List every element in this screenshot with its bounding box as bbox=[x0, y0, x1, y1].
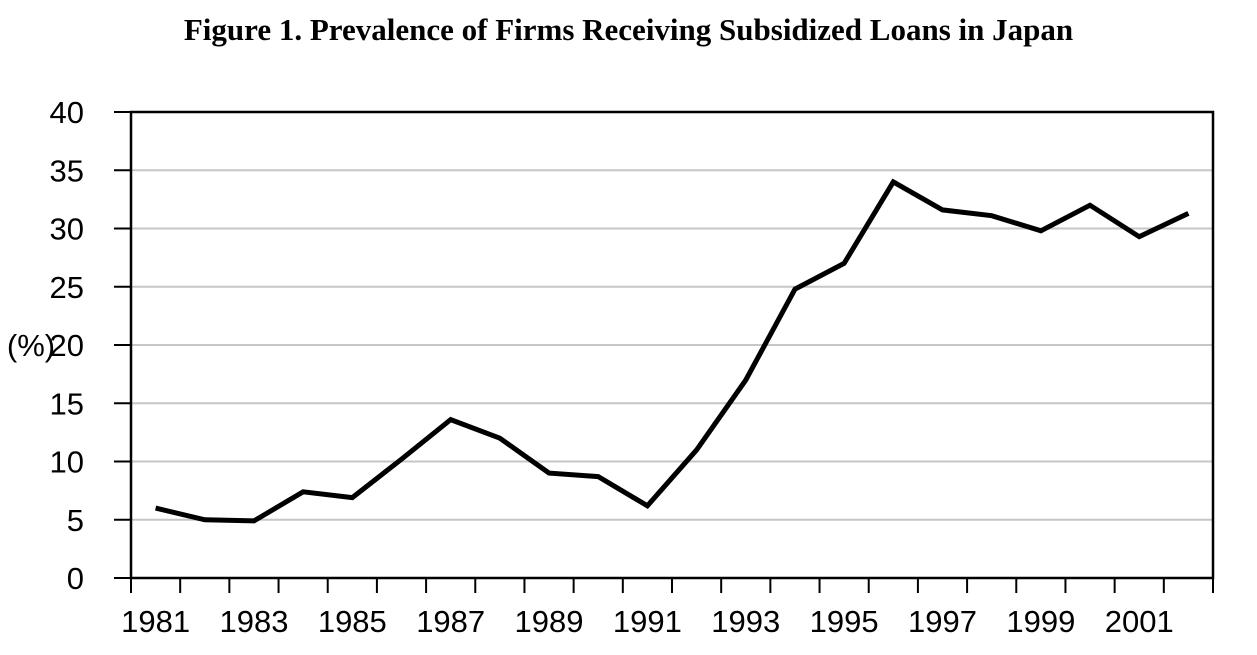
x-tick-label: 1991 bbox=[613, 604, 682, 639]
y-tick-label: 35 bbox=[50, 153, 84, 188]
x-tick-label: 2001 bbox=[1105, 604, 1174, 639]
x-tick-label: 1993 bbox=[711, 604, 780, 639]
y-tick-label: 15 bbox=[50, 386, 84, 421]
x-tick-label: 1983 bbox=[219, 604, 288, 639]
data-line bbox=[155, 178, 1190, 524]
y-tick-label: 5 bbox=[67, 503, 84, 538]
y-tick-label: 30 bbox=[50, 212, 84, 247]
y-axis-unit-label: (%) bbox=[7, 328, 55, 363]
x-tick-label: 1987 bbox=[416, 604, 485, 639]
x-tick-label: 1997 bbox=[908, 604, 977, 639]
x-tick-label: 1989 bbox=[515, 604, 584, 639]
x-tick-label: 1981 bbox=[121, 604, 190, 639]
x-tick-label: 1999 bbox=[1006, 604, 1075, 639]
x-tick-label: 1995 bbox=[810, 604, 879, 639]
figure-title: Figure 1. Prevalence of Firms Receiving … bbox=[183, 12, 1074, 47]
y-tick-label: 10 bbox=[50, 445, 84, 480]
y-tick-label: 20 bbox=[50, 328, 84, 363]
y-tick-label: 0 bbox=[67, 561, 84, 596]
y-tick-label: 25 bbox=[50, 270, 84, 305]
y-tick-label: 40 bbox=[50, 95, 84, 130]
x-tick-label: 1985 bbox=[318, 604, 387, 639]
